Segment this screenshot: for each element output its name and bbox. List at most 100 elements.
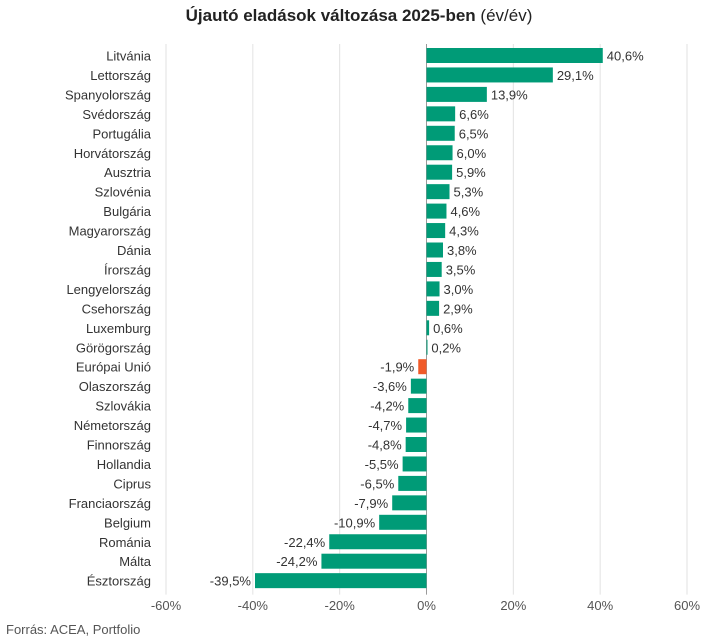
category-label: Csehország: [82, 301, 151, 316]
value-label: 4,3%: [449, 224, 479, 239]
value-label: 6,0%: [457, 146, 487, 161]
value-label: 3,0%: [444, 282, 474, 297]
category-label: Ciprus: [113, 476, 151, 491]
value-label: 5,3%: [454, 185, 484, 200]
value-label: 0,2%: [431, 340, 461, 355]
category-label: Magyarország: [69, 224, 151, 239]
category-label: Ausztria: [104, 165, 152, 180]
bar: [426, 281, 440, 297]
category-label: Írország: [104, 262, 151, 277]
value-label: -10,9%: [334, 515, 376, 530]
bars: [255, 48, 603, 589]
value-label: 40,6%: [607, 49, 644, 64]
bar-chart: Litvánia Lettország Spanyolország Svédorszá…: [65, 44, 701, 613]
value-label: 3,5%: [446, 262, 476, 277]
value-labels: 40,6% 29,1% 13,9%6,6% 6,5% 6,0% 5,9% 5,3% 4,6% 4…: [210, 49, 644, 589]
value-label: -7,9%: [354, 496, 388, 511]
x-tick-label: 40%: [587, 598, 613, 613]
bar: [321, 553, 427, 569]
value-label: 2,9%: [443, 301, 473, 316]
chart-title: Újautó eladások változása 2025-ben (év/é…: [0, 6, 718, 26]
bar: [426, 125, 455, 141]
category-label: Bulgária: [103, 204, 151, 219]
bar: [426, 184, 450, 200]
bar: [426, 203, 447, 219]
value-label: 4,6%: [450, 204, 480, 219]
value-label: -5,5%: [365, 457, 399, 472]
bar: [406, 417, 427, 433]
source-note: Forrás: ACEA, Portfolio: [6, 622, 141, 637]
chart-title-sub: (év/év): [480, 6, 533, 25]
value-label: -22,4%: [284, 535, 326, 550]
value-label: -3,6%: [373, 379, 407, 394]
category-label: Szlovákia: [95, 399, 151, 414]
value-label: -4,8%: [368, 438, 402, 453]
category-label: Lettország: [90, 68, 151, 83]
bar: [426, 261, 442, 277]
value-label: 5,9%: [456, 165, 486, 180]
value-label: -4,2%: [370, 399, 404, 414]
category-label: Spanyolország: [65, 87, 151, 102]
bar: [402, 456, 427, 472]
category-label: Belgium: [104, 515, 151, 530]
bar: [426, 339, 428, 355]
category-label: Franciaország: [69, 496, 151, 511]
x-tick-label: -20%: [324, 598, 355, 613]
bar: [426, 48, 603, 63]
value-label: 13,9%: [491, 87, 528, 102]
category-label: Lengyelország: [66, 282, 151, 297]
value-label: -4,7%: [368, 418, 402, 433]
bar: [255, 573, 427, 589]
category-label: Európai Unió: [76, 360, 151, 375]
value-label: 3,8%: [447, 243, 477, 258]
bar: [418, 359, 427, 375]
category-label: Szlovénia: [95, 185, 152, 200]
value-label: 6,5%: [459, 126, 489, 141]
category-label: Görögország: [76, 340, 151, 355]
bar: [379, 514, 427, 530]
x-tick-label: 60%: [674, 598, 700, 613]
bar: [426, 300, 440, 316]
value-label: -1,9%: [380, 360, 414, 375]
bar: [408, 398, 427, 414]
bar: [392, 495, 427, 511]
category-label: Dánia: [117, 243, 152, 258]
x-tick-label: -40%: [238, 598, 269, 613]
bar: [426, 86, 487, 102]
x-axis-ticks: -60% -40% -20% 0% 20% 40% 60%: [151, 598, 701, 613]
value-label: -6,5%: [360, 476, 394, 491]
bar: [398, 475, 427, 491]
value-label: 6,6%: [459, 107, 489, 122]
bar: [426, 67, 553, 83]
category-label: Olaszország: [79, 379, 151, 394]
bar: [329, 534, 427, 550]
bar: [426, 106, 456, 122]
bar: [426, 145, 453, 161]
category-label: Luxemburg: [86, 321, 151, 336]
category-label: Málta: [119, 554, 152, 569]
category-label: Svédország: [82, 107, 151, 122]
value-label: 29,1%: [557, 68, 594, 83]
value-label: -24,2%: [276, 554, 318, 569]
category-label: Finnország: [87, 438, 151, 453]
category-labels: Litvánia Lettország Spanyolország Svédorszá…: [65, 49, 152, 589]
category-label: Románia: [99, 535, 152, 550]
category-label: Litvánia: [106, 49, 152, 64]
bar: [426, 242, 443, 258]
category-label: Horvátország: [74, 146, 151, 161]
bar: [426, 164, 453, 180]
x-tick-label: -60%: [151, 598, 182, 613]
bar: [405, 437, 427, 452]
bar: [426, 320, 430, 336]
category-label: Portugália: [92, 126, 151, 141]
category-label: Hollandia: [97, 457, 152, 472]
value-label: -39,5%: [210, 574, 252, 589]
x-tick-label: 0%: [417, 598, 436, 613]
bar: [410, 378, 427, 394]
category-label: Észtország: [87, 574, 151, 589]
value-label: 0,6%: [433, 321, 463, 336]
category-label: Németország: [74, 418, 151, 433]
bar: [426, 223, 446, 239]
x-tick-label: 20%: [500, 598, 526, 613]
chart-title-main: Újautó eladások változása 2025-ben: [185, 6, 476, 25]
